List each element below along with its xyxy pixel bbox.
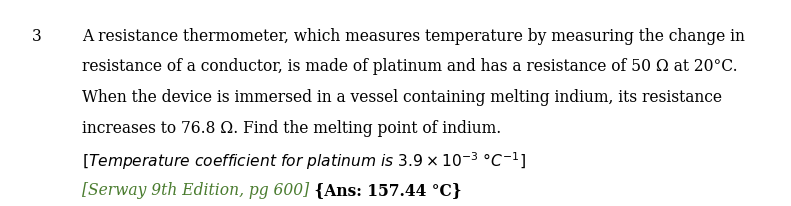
Text: {Ans: 157.44 °C}: {Ans: 157.44 °C} [309, 181, 462, 199]
Text: $[Temperature\ coefficient\ for\ platinum\ is\ 3.9 \times 10^{-3}\ °C^{-1}]$: $[Temperature\ coefficient\ for\ platinu… [82, 151, 526, 172]
Text: 3: 3 [32, 28, 42, 44]
Text: resistance of a conductor, is made of platinum and has a resistance of 50 Ω at 2: resistance of a conductor, is made of pl… [82, 58, 738, 75]
Text: increases to 76.8 Ω. Find the melting point of indium.: increases to 76.8 Ω. Find the melting po… [82, 120, 501, 137]
Text: A resistance thermometer, which measures temperature by measuring the change in: A resistance thermometer, which measures… [82, 28, 745, 44]
Text: [Serway 9th Edition, pg 600]: [Serway 9th Edition, pg 600] [82, 181, 309, 199]
Text: When the device is immersed in a vessel containing melting indium, its resistanc: When the device is immersed in a vessel … [82, 89, 722, 106]
